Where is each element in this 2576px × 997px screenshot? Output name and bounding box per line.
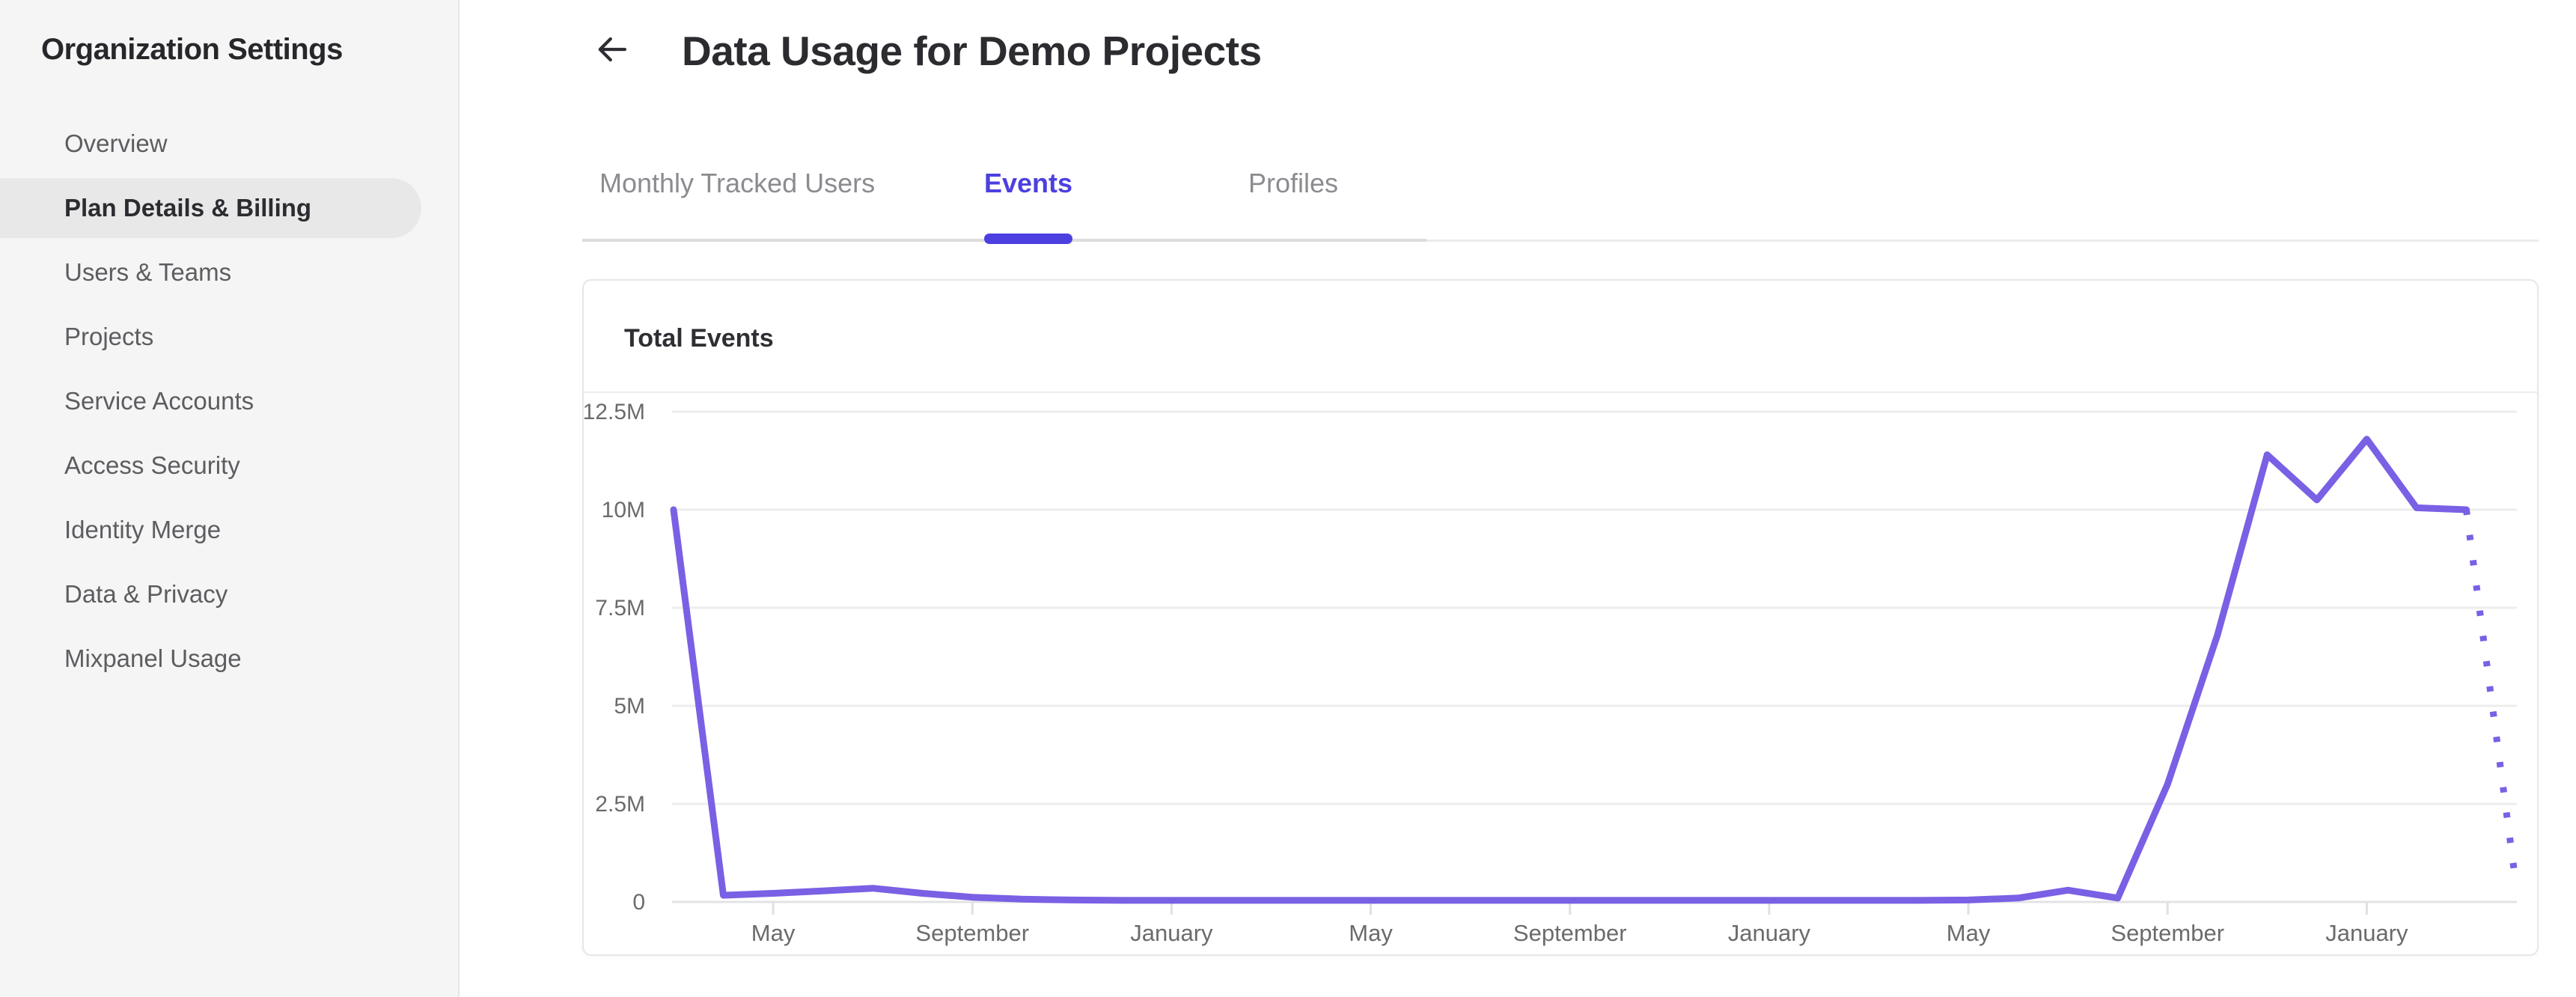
y-tick-label: 12.5M	[583, 400, 645, 424]
sidebar-nav: Overview Plan Details & Billing Users & Te…	[0, 114, 460, 693]
card-header: Total Events	[584, 281, 2537, 393]
sidebar-item-label: Plan Details & Billing	[64, 194, 312, 222]
x-tick-label: May	[751, 920, 796, 946]
x-tick-label: January	[1728, 920, 1811, 946]
tabs-divider	[582, 240, 2539, 242]
page-title: Data Usage for Demo Projects	[682, 28, 1262, 74]
sidebar-item-projects[interactable]: Projects	[0, 307, 421, 367]
sidebar-item-identity-merge[interactable]: Identity Merge	[0, 500, 421, 560]
card-header-divider	[584, 391, 2537, 393]
x-tick-label: January	[2325, 920, 2408, 946]
card-title: Total Events	[624, 324, 774, 353]
back-button[interactable]	[591, 30, 633, 72]
sidebar-item-label: Projects	[64, 323, 154, 350]
x-tick-label: September	[2110, 920, 2224, 946]
left-arrow-icon	[592, 29, 632, 73]
sidebar-item-label: Identity Merge	[64, 516, 222, 543]
sidebar-item-service-accounts[interactable]: Service Accounts	[0, 371, 421, 431]
sidebar-item-label: Service Accounts	[64, 387, 254, 415]
y-tick-label: 10M	[602, 498, 645, 522]
total-events-series-line	[670, 436, 2470, 904]
total-events-card: Total Events	[582, 279, 2539, 956]
y-tick-label: 7.5M	[595, 596, 645, 621]
organization-settings-sidebar: Organization Settings Overview Plan Detai…	[0, 0, 460, 997]
sidebar-item-mixpanel-usage[interactable]: Mixpanel Usage	[0, 629, 421, 689]
sidebar-item-access-security[interactable]: Access Security	[0, 436, 421, 496]
y-tick-label: 2.5M	[595, 792, 645, 817]
x-tick-label: January	[1130, 920, 1213, 946]
projected-series-line	[2462, 509, 2520, 886]
x-tick-label: September	[915, 920, 1029, 946]
tab-monthly-tracked-users[interactable]: Monthly Tracked Users	[599, 168, 876, 198]
sidebar-item-overview[interactable]: Overview	[0, 114, 421, 174]
sidebar-item-label: Overview	[64, 129, 168, 157]
y-tick-label: 0	[632, 890, 645, 915]
sidebar-item-plan-details-billing[interactable]: Plan Details & Billing	[0, 178, 421, 238]
y-tick-label: 5M	[614, 694, 645, 719]
sidebar-item-data-privacy[interactable]: Data & Privacy	[0, 564, 421, 624]
active-tab-underline	[984, 234, 1072, 244]
sidebar-item-label: Users & Teams	[64, 258, 232, 286]
x-tick-label: May	[1349, 920, 1393, 946]
tab-events[interactable]: Events	[984, 168, 1073, 198]
x-tick-label: May	[1947, 920, 1991, 946]
sidebar-item-label: Access Security	[64, 451, 240, 479]
sidebar-item-users-teams[interactable]: Users & Teams	[0, 243, 421, 302]
sidebar-item-label: Mixpanel Usage	[64, 644, 242, 672]
tab-profiles[interactable]: Profiles	[1248, 168, 1339, 198]
total-events-chart[interactable]: 0 2.5M 5M 7.5M 10M 12.5M May September January Ma…	[569, 400, 2576, 969]
sidebar-item-label: Data & Privacy	[64, 580, 228, 608]
x-tick-label: September	[1513, 920, 1627, 946]
sidebar-title: Organization Settings	[41, 33, 343, 66]
